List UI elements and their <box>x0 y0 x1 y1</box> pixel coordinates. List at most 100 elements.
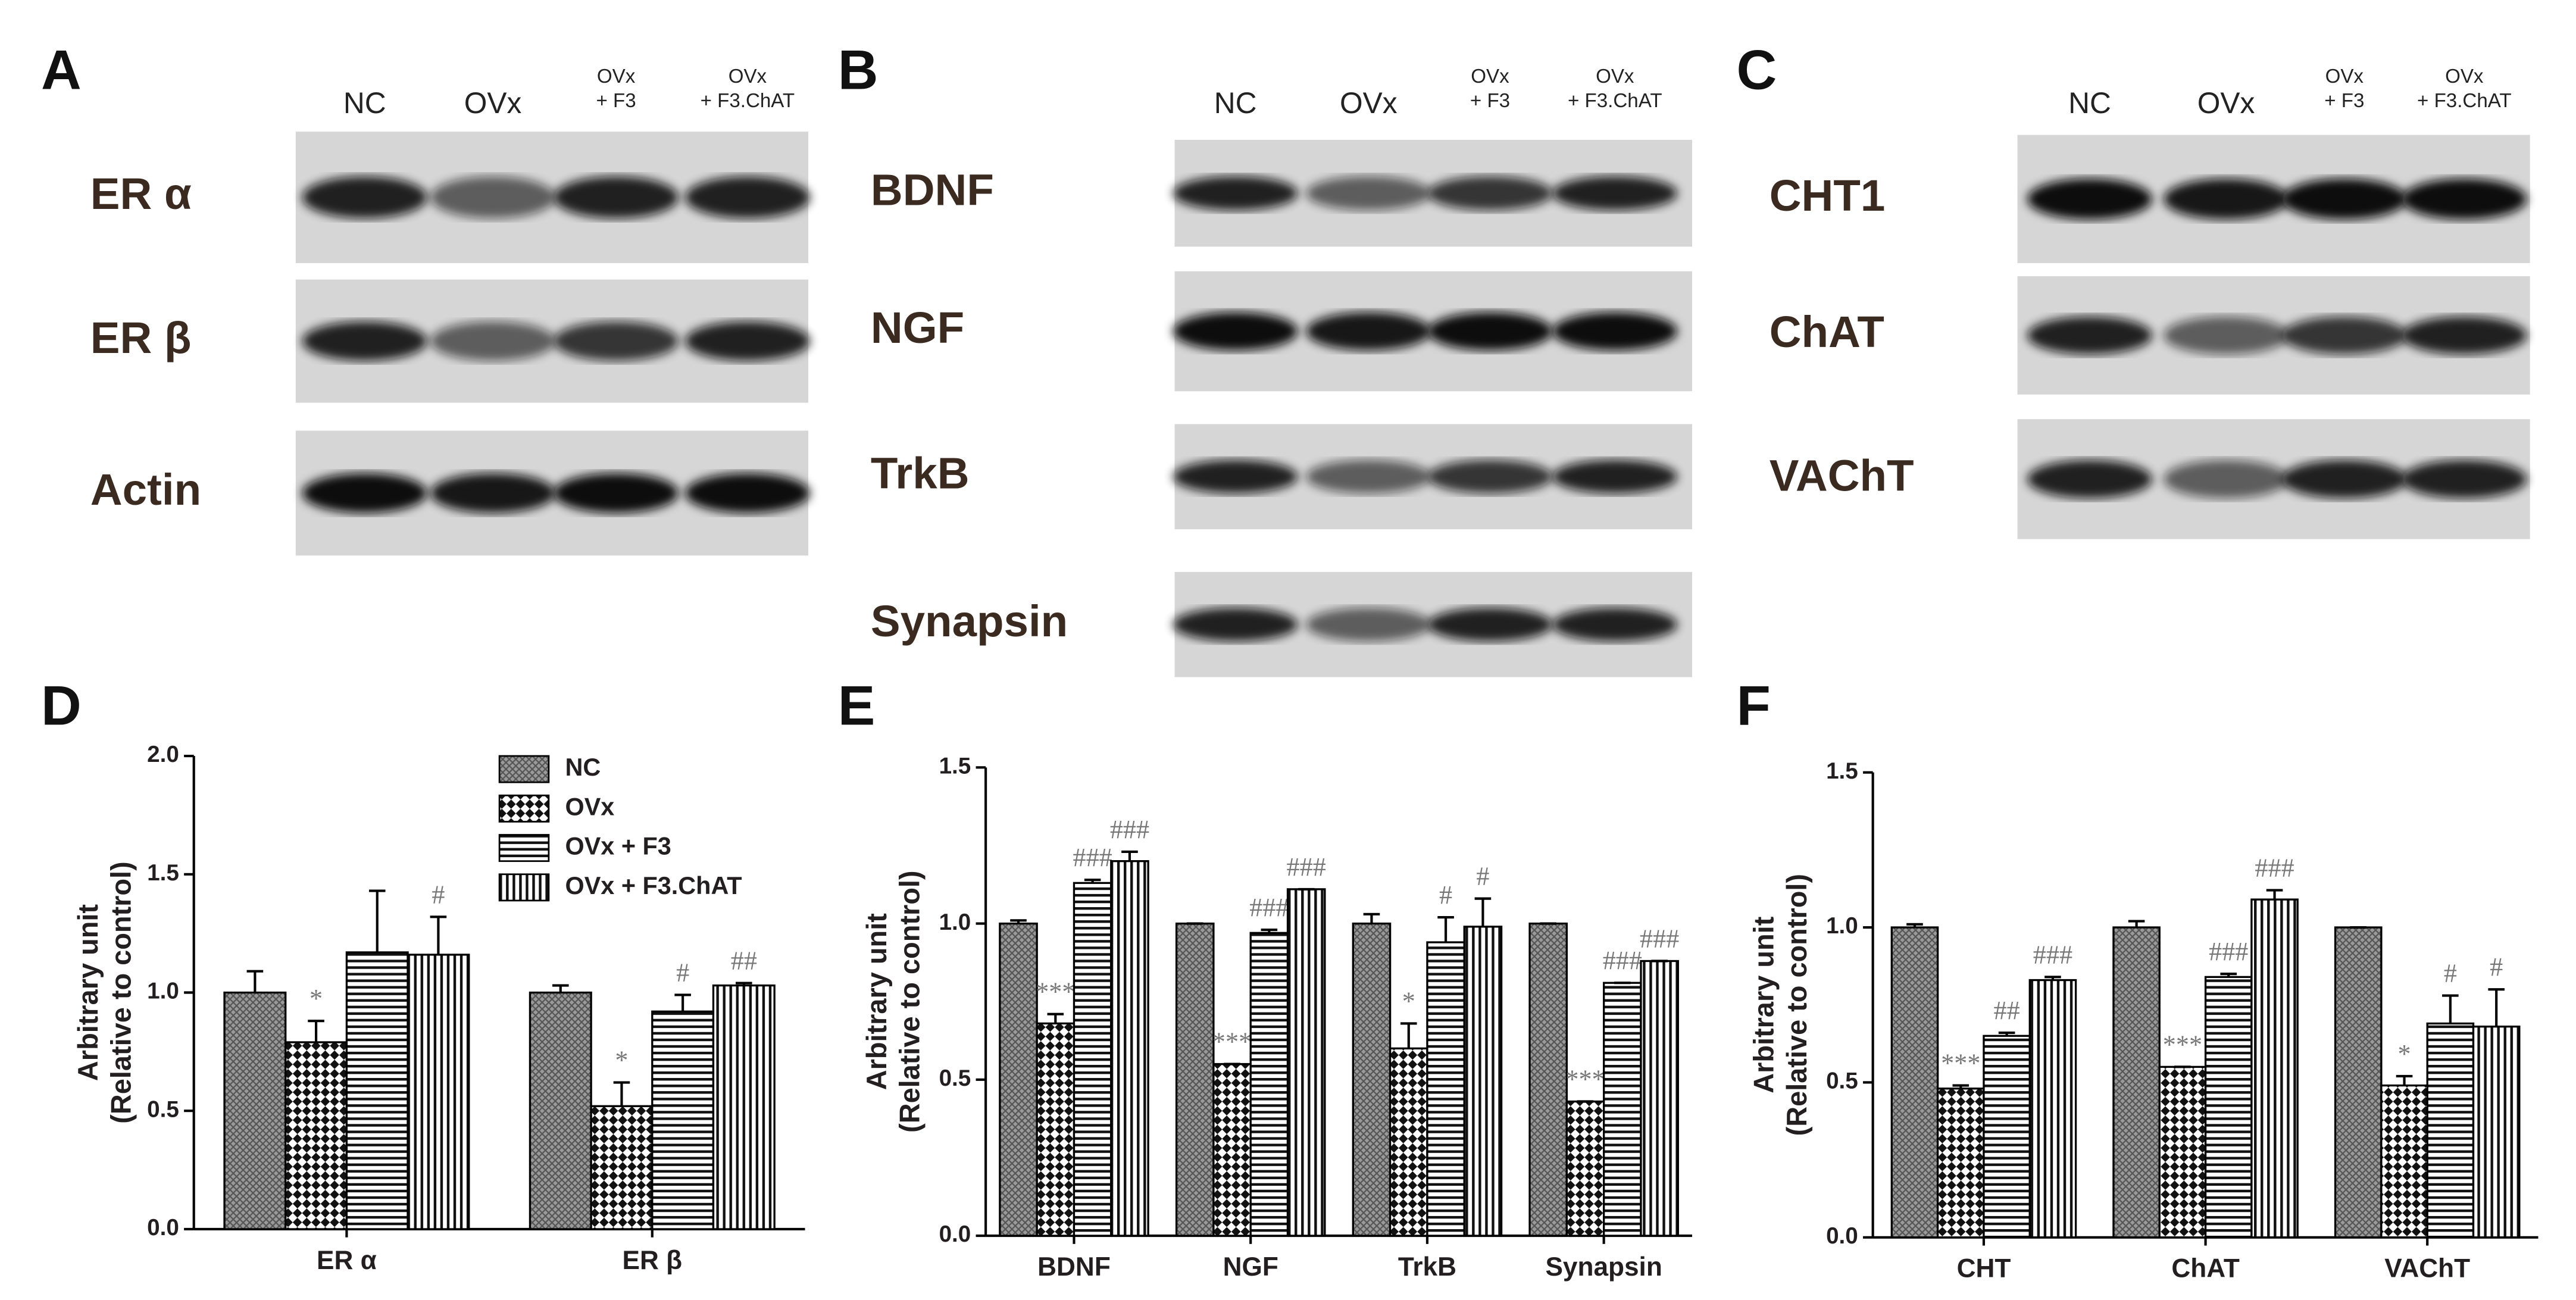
lane-label: NC <box>1214 86 1257 120</box>
blot-band <box>1427 312 1553 351</box>
error-bar <box>1363 912 1380 924</box>
bar <box>2158 1065 2207 1239</box>
blot-band <box>1306 312 1431 351</box>
significance-marker: * <box>310 984 323 1013</box>
bar <box>2426 1022 2475 1239</box>
bar <box>1286 888 1326 1237</box>
blot-band <box>1173 176 1298 211</box>
lane-label: + F3.ChAT <box>2417 90 2512 112</box>
lane-label: OVx <box>729 65 767 88</box>
row-label: BDNF <box>871 165 994 214</box>
error-bar <box>613 1081 630 1107</box>
error-bar <box>552 984 569 993</box>
significance-marker: *** <box>1565 1065 1605 1094</box>
blot-band <box>2027 316 2152 355</box>
bar <box>1890 926 1939 1239</box>
error-bar <box>1906 923 1923 928</box>
y-axis-label: Arbitrary unit <box>73 904 104 1081</box>
error-bar <box>674 993 691 1012</box>
row-label: ER α <box>90 169 192 218</box>
y-tick-label: 0.5 <box>939 1065 971 1091</box>
blot-band <box>1306 176 1431 211</box>
bar <box>529 991 592 1230</box>
blot-band <box>554 321 679 361</box>
significance-marker: ## <box>1994 996 2020 1025</box>
panel-letter: B <box>838 38 879 101</box>
y-tick-label: 1.0 <box>1826 913 1858 939</box>
blot-band <box>2281 460 2407 499</box>
bar <box>2028 979 2077 1239</box>
significance-marker: ### <box>1603 946 1642 975</box>
blot-band <box>2281 178 2407 220</box>
blot-band <box>2164 178 2289 220</box>
legend-swatch <box>498 834 550 862</box>
x-tick-label: BDNF <box>1037 1252 1111 1282</box>
significance-marker: # <box>1439 880 1452 910</box>
significance-marker: ### <box>2255 854 2294 883</box>
legend-swatch <box>498 794 550 823</box>
error-bar <box>1084 879 1101 883</box>
y-axis-label: Arbitrary unit <box>1749 916 1780 1093</box>
lane-label: + F3.ChAT <box>701 90 795 112</box>
blot-band <box>1552 312 1678 351</box>
y-tick-label: 1.0 <box>939 910 971 935</box>
bar <box>1565 1100 1605 1237</box>
significance-marker: * <box>615 1046 628 1075</box>
lane-label: OVx <box>2445 65 2484 88</box>
legend-label: OVx + F3.ChAT <box>565 872 742 899</box>
blot-band <box>430 473 555 513</box>
blot-band <box>2281 316 2407 355</box>
lane-label: + F3.ChAT <box>1568 90 1662 112</box>
lane-label: + F3 <box>1470 90 1510 112</box>
significance-marker: # <box>676 958 689 987</box>
bar <box>1602 982 1642 1237</box>
lane-label: OVx <box>1471 65 1509 88</box>
significance-marker: ### <box>1640 924 1679 954</box>
error-bar <box>2044 976 2061 980</box>
blot-band <box>1427 460 1553 494</box>
x-tick-label: CHT <box>1957 1254 2011 1283</box>
panel-letter: D <box>41 674 82 737</box>
bar <box>999 922 1038 1237</box>
row-label: TrkB <box>871 448 970 498</box>
error-bar <box>1010 919 1027 924</box>
legend-label: NC <box>565 754 601 781</box>
y-tick-label: 0.0 <box>1826 1223 1858 1249</box>
blot-band <box>2402 316 2527 355</box>
error-bar <box>2128 920 2145 928</box>
panel-letter: E <box>838 674 876 737</box>
y-tick-label: 1.5 <box>1826 758 1858 784</box>
bar <box>712 984 776 1230</box>
lane-label: OVx <box>597 65 636 88</box>
error-bar <box>368 889 386 952</box>
error-bar <box>308 1020 324 1042</box>
blot-band <box>2164 316 2289 355</box>
bar <box>2250 898 2299 1239</box>
error-bar <box>1998 1032 2015 1036</box>
legend-label: OVx + F3 <box>565 833 671 860</box>
y-tick-label: 0.0 <box>939 1221 971 1247</box>
x-tick-label: ER α <box>317 1246 377 1275</box>
y-axis-label: (Relative to control) <box>105 861 136 1123</box>
significance-marker: ### <box>2209 937 2248 966</box>
error-bar <box>1047 1012 1064 1024</box>
y-axis-label: Arbitrary unit <box>861 913 892 1090</box>
lane-label: + F3 <box>2324 90 2364 112</box>
significance-marker: ### <box>2033 940 2072 969</box>
blot-band <box>685 473 810 513</box>
row-label: Actin <box>90 465 201 514</box>
row-label: ChAT <box>1770 307 1884 357</box>
blot-band <box>2402 460 2527 499</box>
significance-marker: # <box>2444 959 2457 988</box>
error-bar <box>2396 1074 2413 1086</box>
bar <box>407 954 470 1230</box>
bar <box>1249 932 1289 1237</box>
bar <box>2112 926 2161 1239</box>
y-tick-label: 2.0 <box>147 742 179 767</box>
y-tick-label: 0.5 <box>1826 1068 1858 1094</box>
y-tick-label: 1.0 <box>147 979 179 1004</box>
significance-marker: * <box>2398 1039 2411 1068</box>
row-label: VAChT <box>1770 451 1914 501</box>
lane-label: OVx <box>1340 86 1398 120</box>
blot-band <box>1173 460 1298 494</box>
